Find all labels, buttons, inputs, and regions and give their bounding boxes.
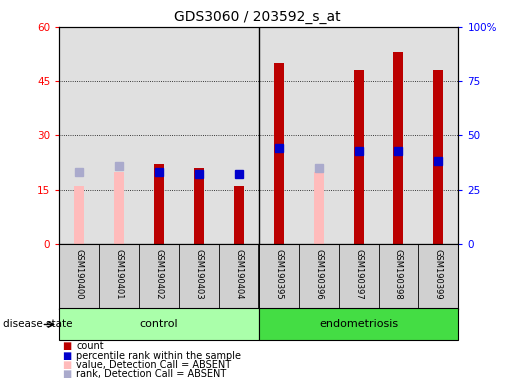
Text: disease state: disease state	[3, 319, 72, 329]
Bar	[194, 168, 204, 244]
Text: ■: ■	[62, 351, 71, 361]
Text: value, Detection Call = ABSENT: value, Detection Call = ABSENT	[76, 360, 231, 370]
Text: rank, Detection Call = ABSENT: rank, Detection Call = ABSENT	[76, 369, 227, 379]
Text: count: count	[76, 341, 104, 351]
Text: GSM190397: GSM190397	[354, 249, 363, 300]
Text: GSM190403: GSM190403	[195, 249, 203, 300]
Text: GSM190402: GSM190402	[154, 249, 163, 300]
Bar	[154, 164, 164, 244]
Text: endometriosis: endometriosis	[319, 319, 398, 329]
Bar	[314, 172, 323, 244]
Text: GSM190404: GSM190404	[234, 249, 243, 300]
Text: ■: ■	[62, 341, 71, 351]
Text: ■: ■	[62, 369, 71, 379]
Bar	[114, 172, 124, 244]
Text: GSM190398: GSM190398	[394, 249, 403, 300]
Bar	[354, 70, 364, 244]
Text: GSM190395: GSM190395	[274, 249, 283, 300]
Text: GDS3060 / 203592_s_at: GDS3060 / 203592_s_at	[174, 10, 341, 23]
Bar	[234, 186, 244, 244]
Text: GSM190401: GSM190401	[115, 249, 124, 300]
Bar	[434, 70, 443, 244]
Text: percentile rank within the sample: percentile rank within the sample	[76, 351, 241, 361]
Bar	[59, 308, 259, 340]
Text: ■: ■	[62, 360, 71, 370]
Text: GSM190399: GSM190399	[434, 249, 443, 300]
Bar	[74, 186, 84, 244]
Bar	[274, 63, 284, 244]
Bar	[259, 308, 458, 340]
Bar	[393, 52, 403, 244]
Text: GSM190400: GSM190400	[75, 249, 83, 300]
Text: control: control	[140, 319, 178, 329]
Text: GSM190396: GSM190396	[314, 249, 323, 300]
